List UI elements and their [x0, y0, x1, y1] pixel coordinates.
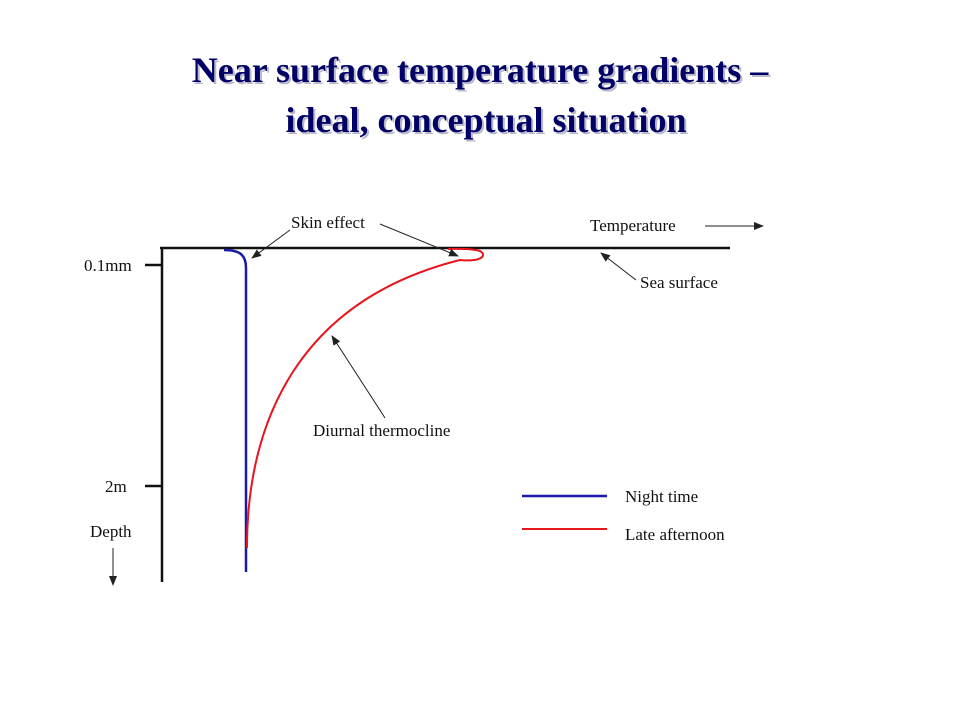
depth-label: Depth [90, 522, 132, 541]
arrow [379, 223, 459, 257]
depth-tick: 0.1mm [84, 256, 132, 275]
title: ideal, conceptual situation [285, 100, 686, 140]
afternoon-curve [246, 247, 485, 549]
arrow [251, 229, 291, 259]
legend-label: Night time [625, 487, 698, 506]
title: Near surface temperature gradients – [192, 50, 770, 90]
diurnal-thermocline: Diurnal thermocline [313, 421, 450, 440]
sea-surface: Sea surface [640, 273, 718, 292]
title-shadow: ideal, conceptual situation [287, 102, 688, 142]
depth-tick: 2m [105, 477, 127, 496]
axes [145, 246, 730, 582]
arrow [331, 335, 386, 419]
temperature: Temperature [590, 216, 676, 235]
title-shadow: Near surface temperature gradients – [194, 52, 772, 92]
skin-effect: Skin effect [291, 213, 365, 232]
night-curve [223, 248, 248, 572]
legend-label: Late afternoon [625, 525, 725, 544]
arrow [600, 252, 637, 281]
